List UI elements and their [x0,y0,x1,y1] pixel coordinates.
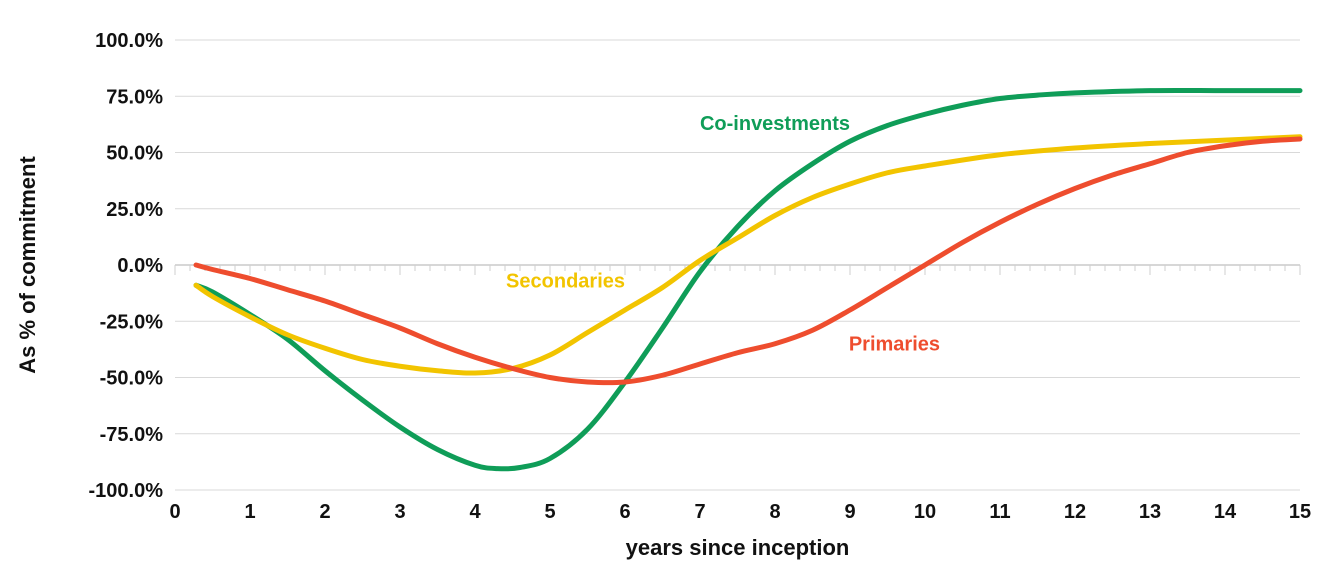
jcurve-chart: -100.0% -75.0% -50.0% -25.0% 0.0% 25.0% 50.0% 7… [0,0,1335,584]
x-tick-label: 12 [1064,501,1086,523]
y-axis-label: As % of commitment [15,156,40,374]
y-tick-label: 0.0% [117,255,163,277]
x-tick-label: 14 [1214,501,1237,523]
y-tick-label: -50.0% [100,368,164,390]
y-tick-label: 100.0% [95,30,163,52]
y-tick-label: -100.0% [89,480,164,502]
y-tick-label: -75.0% [100,424,164,446]
x-tick-label: 11 [989,501,1010,523]
series-label-coinvestments: Co-investments [700,113,850,135]
chart-svg: -100.0% -75.0% -50.0% -25.0% 0.0% 25.0% 50.0% 7… [0,0,1335,584]
y-tick-label: 50.0% [106,143,163,165]
x-tick-label: 8 [769,501,780,523]
x-tick-label: 15 [1289,501,1311,523]
y-tick-label: 75.0% [106,86,163,108]
x-tick-label: 4 [469,501,481,523]
x-axis-label: years since inception [626,535,850,560]
x-tick-label: 1 [244,501,255,523]
y-tick-label: -25.0% [100,311,164,333]
x-tick-label: 0 [169,501,180,523]
y-tick-label: 25.0% [106,199,163,221]
x-tick-label: 5 [544,501,555,523]
x-tick-label: 9 [844,501,855,523]
x-tick-label: 13 [1139,501,1161,523]
x-tick-label: 10 [914,501,936,523]
x-tick-label: 2 [319,501,330,523]
x-tick-label: 6 [619,501,630,523]
x-tick-label: 3 [394,501,405,523]
series-label-primaries: Primaries [849,334,940,356]
x-tick-label: 7 [694,501,705,523]
series-label-secondaries: Secondaries [506,271,625,293]
